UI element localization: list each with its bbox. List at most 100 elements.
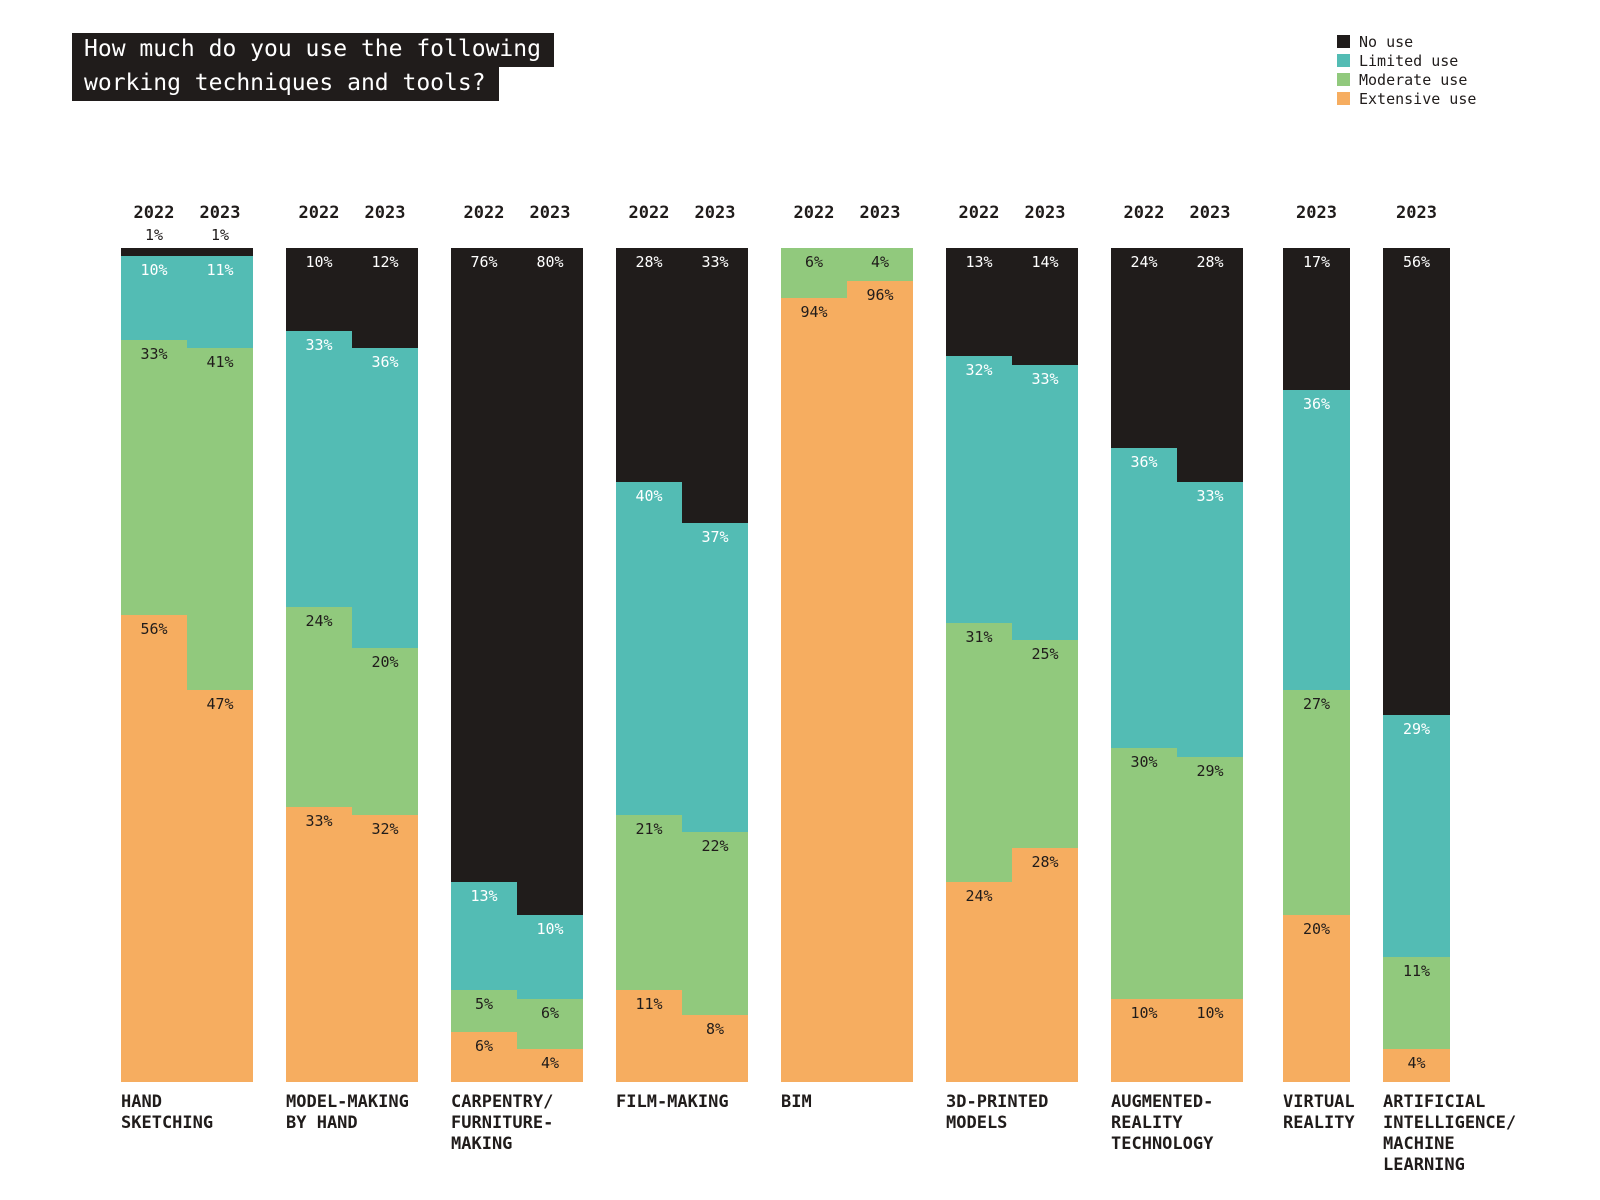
value-label: 29% xyxy=(1402,720,1431,739)
segment-moderate-use: 22% xyxy=(682,831,748,1016)
bar-2023: 33% 37% 22% 8% xyxy=(682,248,748,1082)
value-label: 36% xyxy=(1302,394,1331,413)
bar-2022: 6% 94% xyxy=(781,248,847,1082)
segment-extensive-use: 24% xyxy=(946,881,1012,1082)
value-label: 47% xyxy=(206,695,234,713)
stacked-bars: 24% 36% 30% 10% 28% 33% 29% 10% xyxy=(1111,248,1243,1082)
year-headers: 2022 2023 xyxy=(1111,203,1243,225)
value-label: 33% xyxy=(305,336,333,355)
stacked-bars: 1% 10% 33% 56% 1% 11% 41% 47% xyxy=(121,226,253,1082)
category-label-3d-printed-models: 3D-PRINTED MODELS xyxy=(946,1092,1049,1133)
bar-2023: 14% 33% 25% 28% xyxy=(1012,248,1078,1082)
year-header: 2023 xyxy=(199,203,241,223)
value-label: 6% xyxy=(474,1036,494,1055)
segment-limited-use: 36% xyxy=(1111,448,1177,749)
legend-swatch-icon xyxy=(1337,54,1350,67)
segment-moderate-use: 41% xyxy=(187,348,253,690)
bar-2023: 4% 96% xyxy=(847,248,913,1082)
legend-label: No use xyxy=(1359,32,1414,51)
segment-moderate-use: 30% xyxy=(1111,748,1177,999)
segment-no-use xyxy=(187,248,253,257)
segment-no-use: 33% xyxy=(682,248,748,524)
value-label: 40% xyxy=(635,486,663,505)
year-header: 2023 xyxy=(1296,203,1337,223)
bar-group-carpentry-furniture-making: 2022 2023 76% 13% 5% 6% 80% 10% 6% 4% CARPENTRY/ F… xyxy=(451,203,583,1155)
segment-no-use: 14% xyxy=(1012,248,1078,365)
year-headers: 2022 2023 xyxy=(616,203,748,225)
segment-limited-use: 40% xyxy=(616,481,682,816)
value-label: 56% xyxy=(1402,253,1431,271)
value-label: 11% xyxy=(635,995,663,1014)
stacked-bars: 13% 32% 31% 24% 14% 33% 25% 28% xyxy=(946,248,1078,1082)
value-label: 96% xyxy=(866,286,894,305)
segment-limited-use: 10% xyxy=(121,256,187,340)
category-label-virtual-reality: VIRTUAL REALITY xyxy=(1283,1092,1355,1133)
segment-moderate-use: 20% xyxy=(352,648,418,816)
year-header: 2022 xyxy=(628,203,670,223)
stacked-bars: 17% 36% 27% 20% xyxy=(1283,248,1350,1082)
legend-swatch-icon xyxy=(1337,35,1350,48)
stacked-bars: 76% 13% 5% 6% 80% 10% 6% 4% xyxy=(451,248,583,1082)
year-header: 2023 xyxy=(1396,203,1437,223)
year-header: 2023 xyxy=(1024,203,1066,223)
year-header: 2022 xyxy=(463,203,505,223)
legend-label: Extensive use xyxy=(1359,89,1477,108)
segment-limited-use: 36% xyxy=(1283,389,1350,690)
year-header: 2022 xyxy=(298,203,340,223)
year-headers: 2022 2023 xyxy=(286,203,418,225)
value-label: 5% xyxy=(474,995,494,1014)
segment-no-use: 24% xyxy=(1111,248,1177,449)
value-label: 29% xyxy=(1196,761,1224,780)
value-label: 28% xyxy=(1196,253,1224,271)
segment-moderate-use: 4% xyxy=(847,248,913,282)
value-label: 80% xyxy=(536,253,564,271)
segment-moderate-use: 11% xyxy=(1383,956,1450,1049)
category-label-bim: BIM xyxy=(781,1092,812,1112)
value-label: 27% xyxy=(1302,695,1331,713)
segment-extensive-use: 4% xyxy=(517,1048,583,1082)
legend-label: Moderate use xyxy=(1359,70,1468,89)
value-label: 32% xyxy=(965,361,993,380)
legend-item: No use xyxy=(1337,32,1476,51)
value-label: 24% xyxy=(305,611,333,630)
value-label: 28% xyxy=(1031,853,1059,872)
segment-limited-use: 33% xyxy=(286,331,352,607)
value-label: 36% xyxy=(371,353,399,372)
category-label-augmented-reality-technology: AUGMENTED- REALITY TECHNOLOGY xyxy=(1111,1092,1214,1154)
stacked-bars: 28% 40% 21% 11% 33% 37% 22% 8% xyxy=(616,248,748,1082)
value-label: 25% xyxy=(1031,644,1059,663)
bar-2023: 17% 36% 27% 20% xyxy=(1283,248,1350,1082)
value-label: 20% xyxy=(1302,920,1331,939)
value-label: 31% xyxy=(965,628,993,647)
value-label: 36% xyxy=(1130,453,1158,472)
segment-limited-use: 33% xyxy=(1177,481,1243,757)
value-label: 14% xyxy=(1031,253,1059,271)
segment-extensive-use: 10% xyxy=(1177,998,1243,1082)
bar-2022: 24% 36% 30% 10% xyxy=(1111,248,1177,1082)
category-label-artificial-intelligence-machine-learning: ARTIFICIAL INTELLIGENCE/ MACHINE LEARNIN… xyxy=(1383,1092,1517,1175)
year-header: 2023 xyxy=(859,203,901,223)
segment-moderate-use: 25% xyxy=(1012,639,1078,849)
bar-group-film-making: 2022 2023 28% 40% 21% 11% 33% 37% 22% 8% FILM-MAKI… xyxy=(616,203,748,1113)
year-header: 2023 xyxy=(529,203,571,223)
value-label: 1% xyxy=(144,226,164,244)
segment-moderate-use: 29% xyxy=(1177,756,1243,999)
segment-no-use: 28% xyxy=(1177,248,1243,482)
legend-item: Extensive use xyxy=(1337,89,1476,108)
value-label: 20% xyxy=(371,653,399,672)
chart-title: How much do you use the following working… xyxy=(72,33,554,101)
value-label: 6% xyxy=(804,253,824,271)
segment-extensive-use: 11% xyxy=(616,990,682,1082)
segment-limited-use: 32% xyxy=(946,356,1012,624)
segment-extensive-use: 4% xyxy=(1383,1048,1450,1082)
segment-extensive-use: 96% xyxy=(847,281,913,1082)
value-label: 6% xyxy=(540,1003,560,1022)
category-label-film-making: FILM-MAKING xyxy=(616,1092,729,1112)
year-header: 2022 xyxy=(133,203,175,223)
bar-2022: 28% 40% 21% 11% xyxy=(616,248,682,1082)
legend-swatch-icon xyxy=(1337,73,1350,86)
value-label: 17% xyxy=(1302,253,1331,271)
value-label: 11% xyxy=(206,261,234,280)
legend-item: Limited use xyxy=(1337,51,1476,70)
legend-item: Moderate use xyxy=(1337,70,1476,89)
